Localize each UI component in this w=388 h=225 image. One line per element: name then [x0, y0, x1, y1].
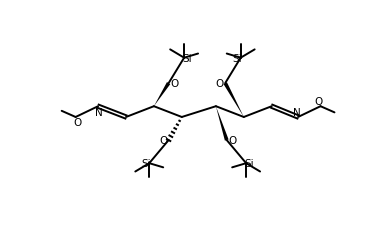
Text: Si: Si — [233, 54, 242, 63]
Polygon shape — [223, 83, 244, 117]
Text: O: O — [228, 135, 236, 145]
Text: N: N — [293, 107, 301, 117]
Text: O: O — [314, 96, 322, 106]
Text: O: O — [216, 79, 224, 89]
Polygon shape — [154, 83, 170, 107]
Polygon shape — [216, 107, 229, 141]
Text: O: O — [170, 79, 178, 89]
Text: Si: Si — [244, 158, 254, 169]
Text: Si: Si — [182, 54, 192, 63]
Text: O: O — [159, 135, 167, 145]
Text: O: O — [74, 118, 82, 128]
Text: N: N — [95, 107, 103, 117]
Text: Si: Si — [141, 158, 151, 169]
